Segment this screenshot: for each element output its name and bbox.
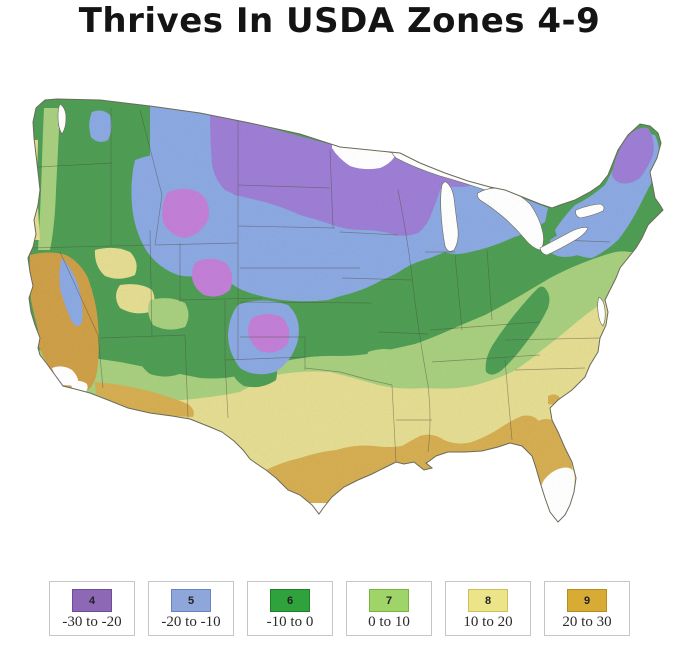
- legend-item-zone-9: 9 20 to 30: [544, 581, 630, 636]
- legend-item-zone-4: 4 -30 to -20: [49, 581, 135, 636]
- zone-6-range: -10 to 0: [266, 614, 314, 630]
- zone-8-number: 8: [484, 594, 492, 607]
- zone-7-range: 0 to 10: [368, 614, 410, 630]
- zone-5-range: -20 to -10: [161, 614, 221, 630]
- zone-9-range: 20 to 30: [562, 614, 612, 630]
- zone-legend: 4 -30 to -20 5 -20 to -10 6 -10 to 0 7 0…: [0, 581, 679, 636]
- zone-7-number: 7: [385, 594, 393, 607]
- zone-4-swatch: 4: [72, 589, 112, 612]
- us-coast-outline: [27, 98, 664, 523]
- legend-item-zone-6: 6 -10 to 0: [247, 581, 333, 636]
- zone-9-swatch: 9: [567, 589, 607, 612]
- legend-item-zone-5: 5 -20 to -10: [148, 581, 234, 636]
- terrain-texture: [28, 99, 663, 522]
- zone-6-number: 6: [286, 594, 294, 607]
- legend-item-zone-7: 7 0 to 10: [346, 581, 432, 636]
- zone-6-swatch: 6: [270, 589, 310, 612]
- zone-8-range: 10 to 20: [463, 614, 513, 630]
- zone-5-number: 5: [187, 594, 195, 607]
- zone-5-swatch: 5: [171, 589, 211, 612]
- zone-9-number: 9: [583, 594, 591, 607]
- page-title: Thrives In USDA Zones 4-9: [78, 1, 601, 41]
- legend-item-zone-8: 8 10 to 20: [445, 581, 531, 636]
- zone-8-swatch: 8: [468, 589, 508, 612]
- zone-4-range: -30 to -20: [62, 614, 122, 630]
- zone-4-number: 4: [88, 594, 96, 607]
- zone-7-swatch: 7: [369, 589, 409, 612]
